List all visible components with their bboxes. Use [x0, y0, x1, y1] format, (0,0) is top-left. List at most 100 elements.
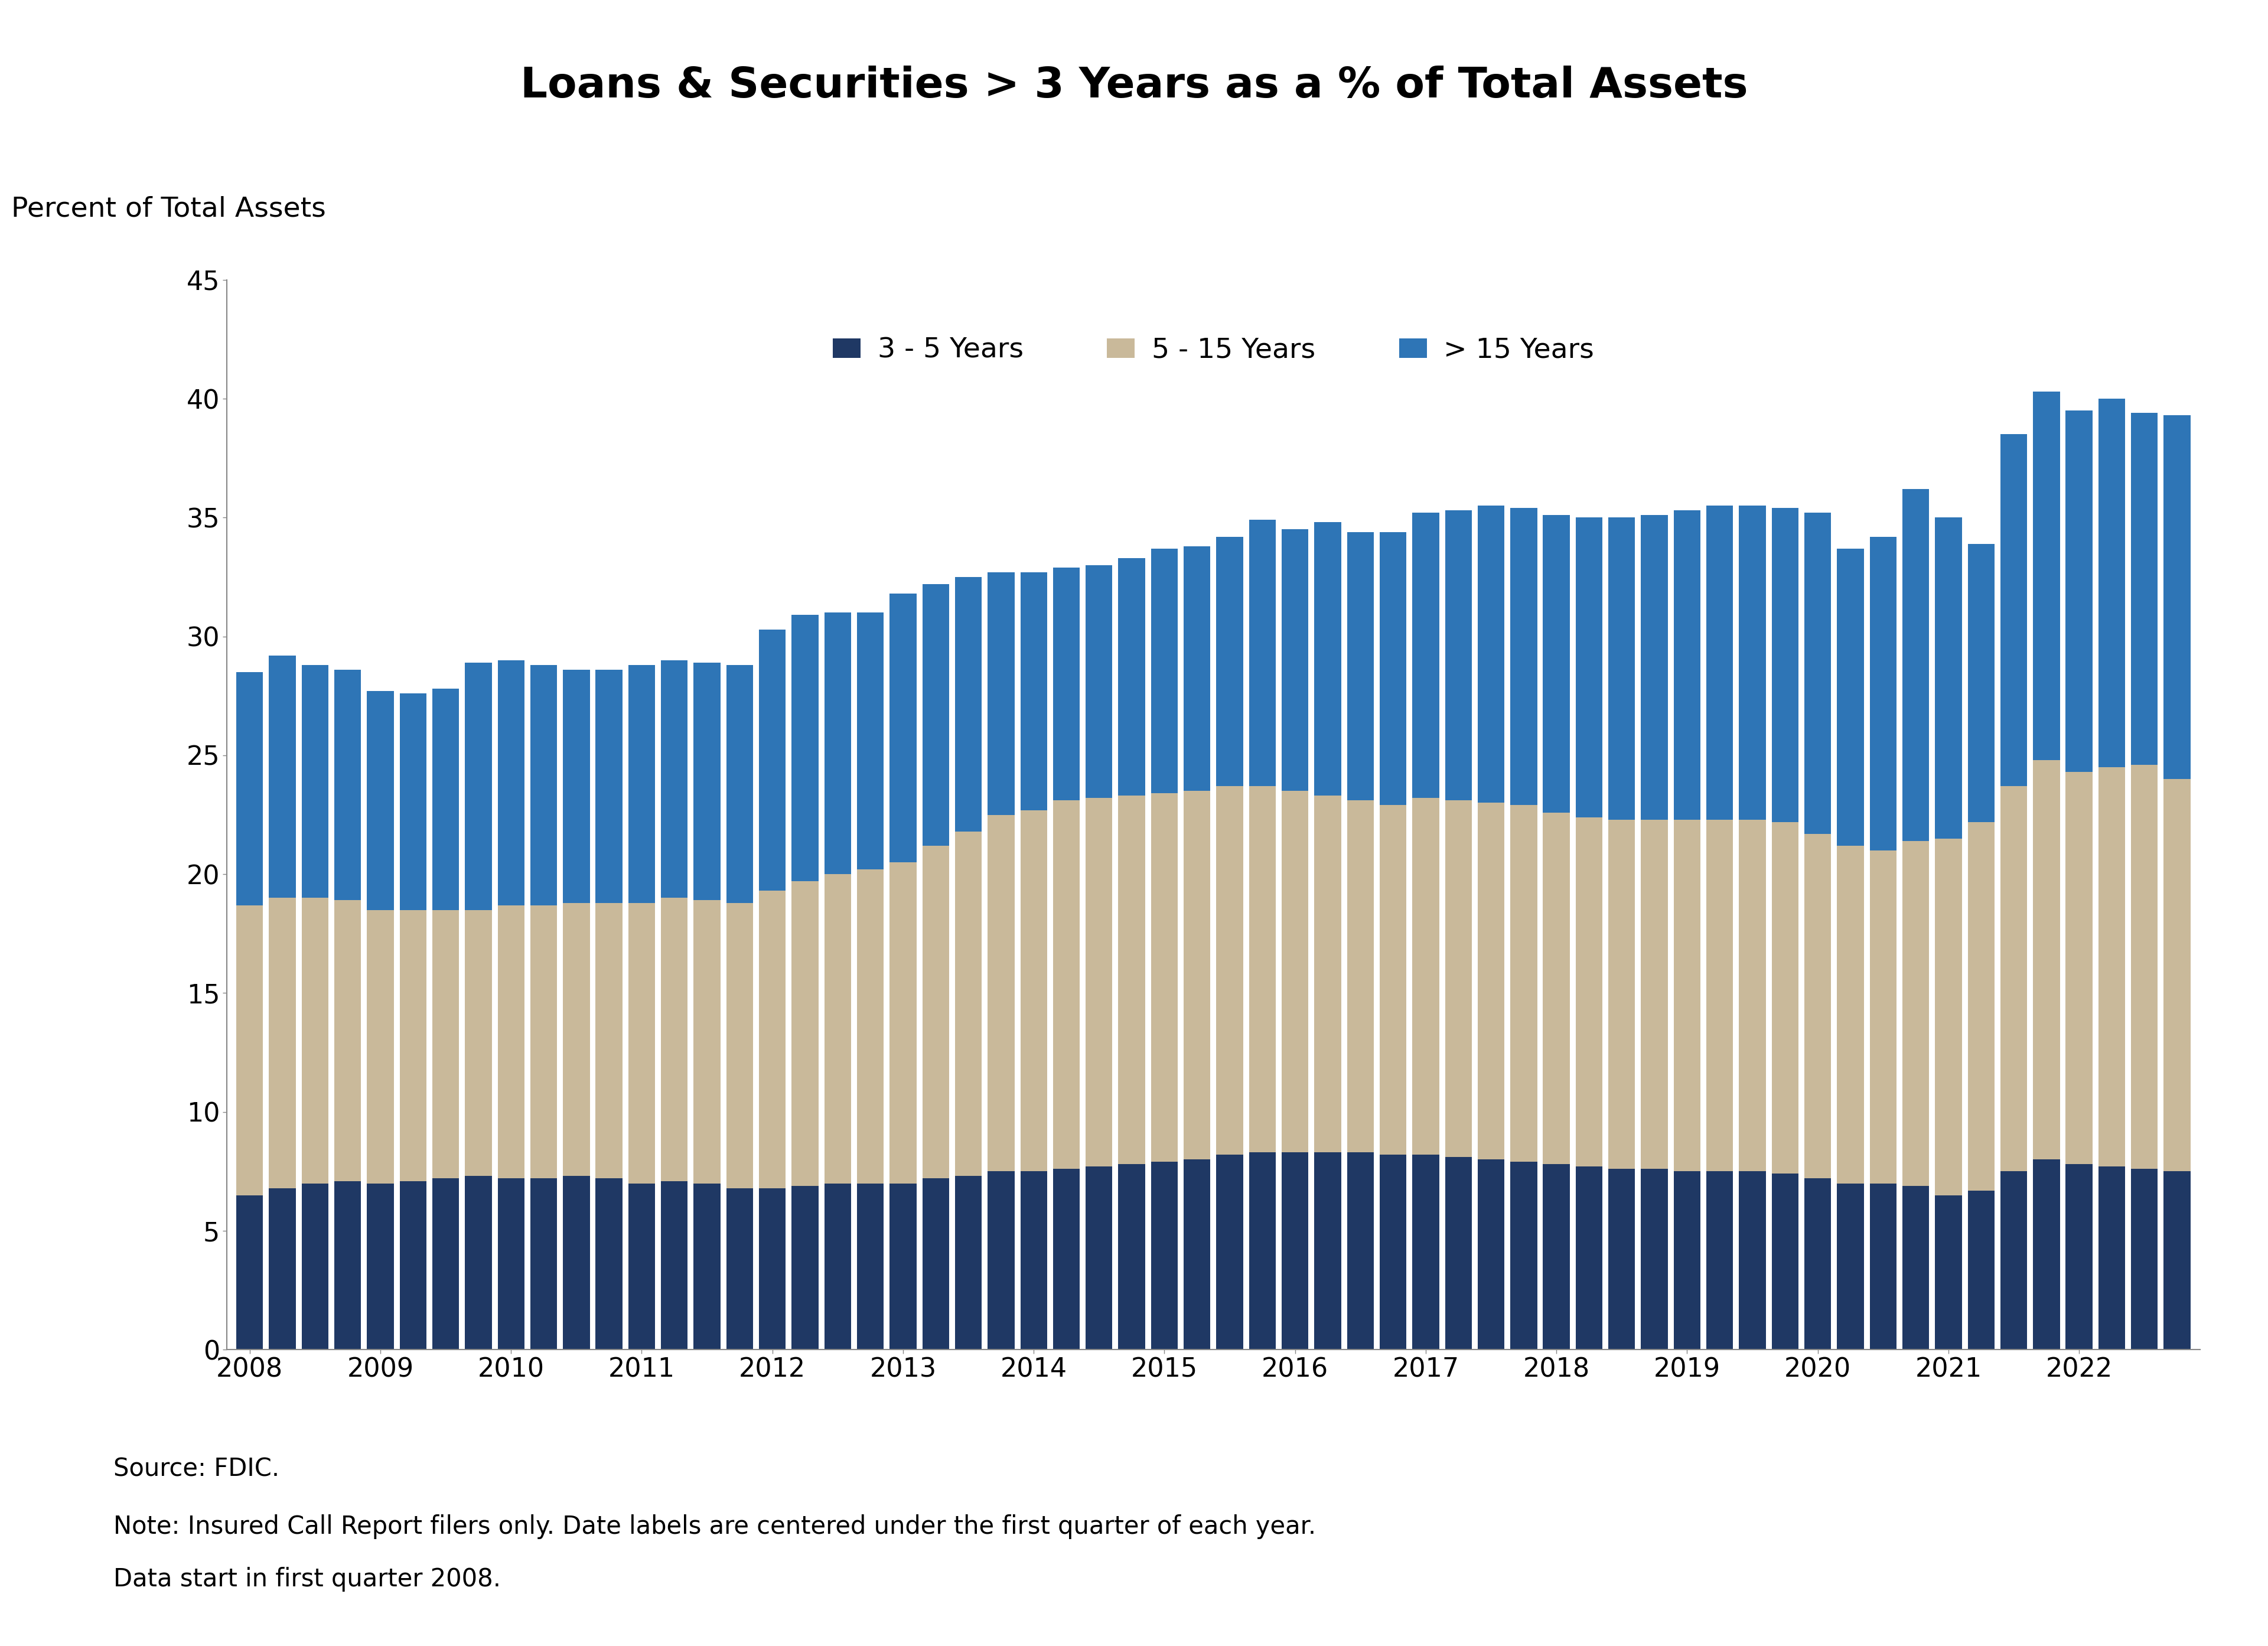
Bar: [1250, 520, 1277, 787]
Bar: [562, 670, 590, 902]
Bar: [2000, 435, 2028, 787]
Bar: [1184, 1159, 1211, 1350]
Bar: [1150, 548, 1177, 793]
Bar: [1706, 1172, 1733, 1350]
Bar: [792, 616, 819, 881]
Bar: [1052, 568, 1080, 800]
Bar: [1642, 515, 1667, 820]
Bar: [1837, 548, 1864, 846]
Bar: [1969, 1190, 1994, 1350]
Bar: [760, 629, 785, 890]
Bar: [596, 1179, 621, 1350]
Bar: [1935, 1195, 1962, 1350]
Bar: [2066, 1164, 2093, 1350]
Bar: [562, 1177, 590, 1350]
Bar: [1771, 509, 1799, 821]
Legend: 3 - 5 Years, 5 - 15 Years, > 15 Years: 3 - 5 Years, 5 - 15 Years, > 15 Years: [821, 326, 1606, 375]
Bar: [465, 663, 492, 910]
Bar: [1118, 558, 1145, 795]
Bar: [1740, 1172, 1767, 1350]
Bar: [2098, 767, 2125, 1167]
Bar: [1315, 795, 1340, 1152]
Bar: [726, 665, 753, 902]
Bar: [1608, 517, 1635, 820]
Bar: [2098, 1167, 2125, 1350]
Bar: [1315, 1152, 1340, 1350]
Bar: [2032, 1159, 2059, 1350]
Bar: [2000, 787, 2028, 1172]
Bar: [1086, 798, 1111, 1167]
Bar: [955, 1177, 982, 1350]
Bar: [2132, 765, 2157, 1169]
Bar: [1281, 792, 1309, 1152]
Bar: [2000, 1172, 2028, 1350]
Bar: [1479, 505, 1504, 803]
Bar: [1216, 1155, 1243, 1350]
Bar: [726, 1188, 753, 1350]
Bar: [497, 660, 524, 905]
Bar: [1642, 1169, 1667, 1350]
Bar: [628, 1183, 655, 1350]
Bar: [1479, 1159, 1504, 1350]
Bar: [367, 691, 395, 910]
Bar: [531, 905, 558, 1179]
Bar: [465, 910, 492, 1177]
Text: Source: FDIC.: Source: FDIC.: [113, 1457, 279, 1481]
Bar: [2164, 415, 2191, 779]
Bar: [1935, 838, 1962, 1195]
Bar: [2098, 398, 2125, 767]
Text: Loans & Securities > 3 Years as a % of Total Assets: Loans & Securities > 3 Years as a % of T…: [519, 66, 1749, 107]
Bar: [1281, 1152, 1309, 1350]
Bar: [1118, 1164, 1145, 1350]
Bar: [1413, 1155, 1440, 1350]
Bar: [1869, 1183, 1896, 1350]
Bar: [1510, 1162, 1538, 1350]
Bar: [1869, 851, 1896, 1183]
Bar: [955, 578, 982, 831]
Bar: [302, 1183, 329, 1350]
Bar: [2066, 772, 2093, 1164]
Bar: [1969, 821, 1994, 1190]
Bar: [562, 902, 590, 1177]
Bar: [923, 846, 948, 1179]
Bar: [660, 660, 687, 899]
Bar: [2032, 760, 2059, 1159]
Bar: [1576, 1167, 1603, 1350]
Bar: [1542, 515, 1569, 813]
Bar: [1510, 805, 1538, 1162]
Bar: [1576, 517, 1603, 816]
Bar: [1413, 798, 1440, 1155]
Bar: [1413, 514, 1440, 798]
Bar: [2164, 779, 2191, 1172]
Bar: [1347, 800, 1374, 1152]
Bar: [333, 900, 361, 1180]
Bar: [823, 612, 850, 874]
Bar: [333, 1180, 361, 1350]
Bar: [726, 902, 753, 1188]
Bar: [792, 881, 819, 1185]
Bar: [1771, 821, 1799, 1174]
Bar: [889, 863, 916, 1183]
Bar: [1315, 522, 1340, 795]
Bar: [660, 899, 687, 1180]
Bar: [497, 1179, 524, 1350]
Bar: [1150, 793, 1177, 1162]
Bar: [1706, 505, 1733, 820]
Bar: [399, 1180, 426, 1350]
Bar: [1771, 1174, 1799, 1350]
Bar: [1969, 543, 1994, 821]
Bar: [760, 890, 785, 1188]
Bar: [236, 905, 263, 1195]
Bar: [792, 1185, 819, 1350]
Bar: [823, 874, 850, 1183]
Bar: [823, 1183, 850, 1350]
Bar: [531, 665, 558, 905]
Bar: [1086, 565, 1111, 798]
Bar: [1445, 1157, 1472, 1350]
Bar: [1479, 803, 1504, 1159]
Bar: [955, 831, 982, 1177]
Bar: [1674, 510, 1701, 820]
Bar: [987, 815, 1014, 1172]
Bar: [1903, 1185, 1930, 1350]
Bar: [1052, 800, 1080, 1169]
